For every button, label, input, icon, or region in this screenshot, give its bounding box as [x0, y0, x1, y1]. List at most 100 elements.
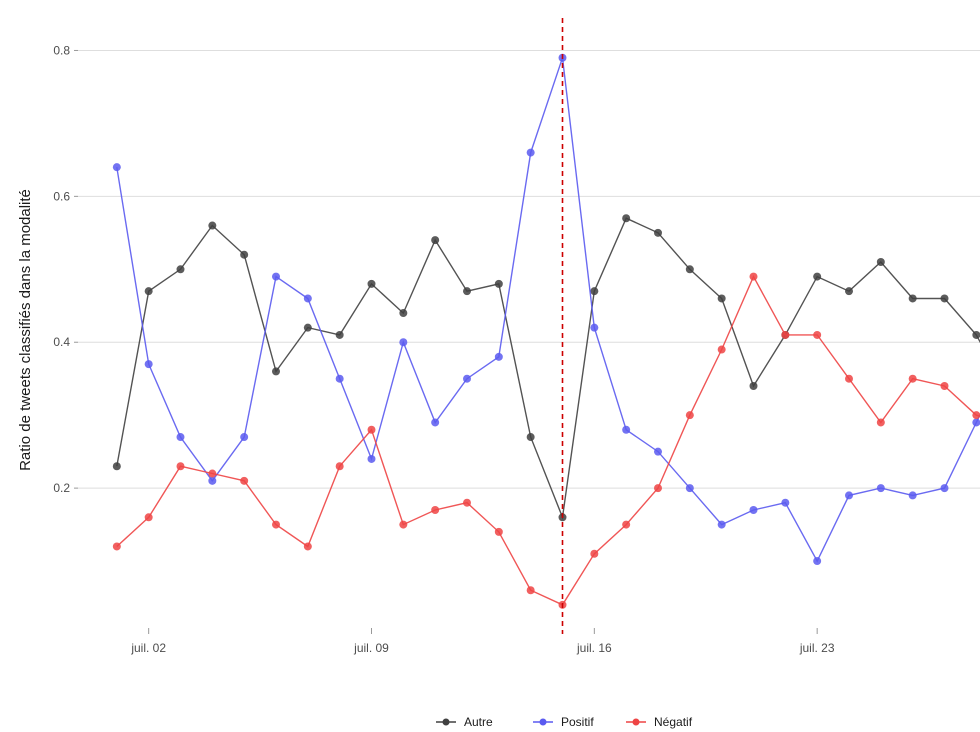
data-point	[685, 411, 694, 420]
data-point	[112, 163, 121, 172]
legend-swatch-point	[632, 718, 640, 726]
data-point	[335, 374, 344, 383]
data-point	[845, 491, 853, 500]
data-point	[908, 491, 917, 500]
data-point	[781, 498, 790, 507]
data-point	[303, 294, 312, 303]
data-point	[908, 374, 917, 383]
data-point	[208, 476, 217, 485]
data-point	[494, 352, 503, 361]
data-point	[622, 425, 631, 434]
legend-label: Autre	[464, 715, 493, 729]
data-point	[526, 433, 535, 442]
legend-item-négatif: Négatif	[626, 715, 693, 729]
data-point	[749, 272, 758, 281]
data-point	[590, 287, 599, 296]
data-point	[176, 265, 185, 274]
legend-label: Positif	[561, 715, 594, 729]
data-point	[494, 527, 503, 536]
data-point	[176, 462, 185, 471]
data-point	[431, 236, 440, 245]
data-point	[463, 374, 471, 383]
data-point	[749, 506, 758, 514]
data-point	[176, 433, 185, 442]
data-point	[590, 323, 599, 332]
series-positif	[112, 53, 980, 566]
legend-swatch-point	[539, 718, 547, 726]
data-point	[335, 462, 344, 471]
series-line	[116, 57, 980, 563]
series-autre	[112, 214, 980, 522]
data-point	[940, 382, 949, 390]
data-point	[940, 294, 949, 303]
data-point	[208, 221, 217, 230]
data-point	[240, 433, 249, 442]
data-point	[367, 425, 376, 434]
data-point	[845, 374, 853, 383]
data-point	[781, 330, 790, 339]
y-tick-label: 0.4	[53, 335, 70, 349]
data-point	[972, 330, 980, 339]
data-point	[813, 557, 822, 566]
legend: Autre Positif Négatif	[436, 715, 693, 729]
data-point	[622, 520, 631, 529]
data-point	[590, 549, 599, 558]
legend-swatch-point	[442, 718, 450, 726]
data-point	[972, 418, 980, 427]
gridlines	[78, 49, 980, 489]
data-point	[845, 287, 853, 296]
y-axis-title: Ratio de tweets classifiés dans la modal…	[17, 189, 34, 471]
data-point	[240, 250, 249, 259]
legend-item-autre: Autre	[436, 715, 493, 729]
data-point	[112, 542, 121, 551]
data-point	[654, 484, 662, 493]
data-point	[972, 411, 980, 420]
series-layer	[112, 53, 980, 609]
data-point	[272, 367, 280, 376]
data-point	[240, 476, 249, 485]
data-point	[813, 272, 822, 281]
y-tick-label: 0.8	[53, 43, 70, 57]
x-tick-label: juil. 02	[130, 641, 166, 655]
data-point	[717, 294, 726, 303]
data-point	[463, 287, 471, 296]
data-point	[876, 484, 885, 493]
data-point	[303, 323, 312, 332]
data-point	[494, 279, 503, 288]
data-point	[654, 447, 662, 456]
x-tick-label: juil. 09	[353, 641, 389, 655]
data-point	[335, 330, 344, 339]
data-point	[303, 542, 312, 551]
y-tick-label: 0.6	[53, 189, 70, 203]
y-tick-label: 0.2	[53, 481, 70, 495]
data-point	[112, 462, 121, 471]
data-point	[749, 382, 758, 390]
data-point	[272, 272, 280, 281]
data-point	[717, 345, 726, 354]
data-point	[399, 309, 408, 318]
data-point	[526, 586, 535, 595]
data-point	[431, 418, 440, 427]
data-point	[144, 287, 153, 296]
data-point	[526, 148, 535, 157]
data-point	[685, 265, 694, 274]
series-line	[116, 275, 980, 606]
data-point	[876, 258, 885, 266]
data-point	[876, 418, 885, 427]
data-point	[399, 520, 408, 529]
data-point	[463, 498, 471, 507]
legend-label: Négatif	[654, 715, 693, 729]
x-tick-label: juil. 16	[576, 641, 612, 655]
data-point	[940, 484, 949, 493]
data-point	[399, 338, 408, 347]
data-point	[717, 520, 726, 529]
series-line	[116, 217, 980, 521]
data-point	[654, 228, 662, 237]
data-point	[144, 513, 153, 522]
data-point	[208, 469, 217, 478]
data-point	[272, 520, 280, 529]
data-point	[367, 279, 376, 288]
data-point	[144, 360, 153, 369]
